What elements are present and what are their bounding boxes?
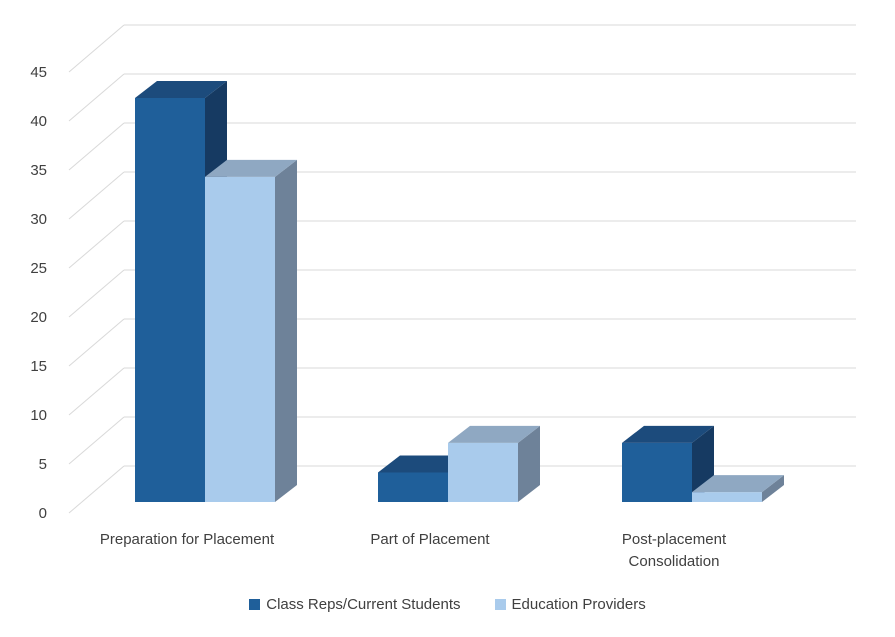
x-category-label-line: Post-placement xyxy=(622,531,727,548)
y-tick-label: 45 xyxy=(30,64,47,81)
x-category-label-line: Consolidation xyxy=(629,553,720,570)
bar-front xyxy=(692,492,762,502)
bar-2-1 xyxy=(205,159,297,502)
y-tick-label: 20 xyxy=(30,309,47,326)
bars xyxy=(135,81,784,502)
bar-front xyxy=(622,442,692,502)
grid-diagonal xyxy=(68,367,125,416)
bar-side xyxy=(762,475,784,502)
y-tick-label: 30 xyxy=(30,211,47,228)
legend-item-series-2: Education Providers xyxy=(494,596,646,613)
x-category-label: Preparation for Placement xyxy=(100,531,275,548)
grid-diagonal xyxy=(68,220,125,269)
y-tick-label: 5 xyxy=(39,456,47,473)
grid-diagonal xyxy=(68,171,125,220)
bar-top xyxy=(378,455,470,473)
x-axis-categories: Preparation for Placement Part of Placeme… xyxy=(100,531,727,570)
bar-1-2 xyxy=(378,455,470,502)
bar-top xyxy=(622,425,714,443)
bar-2-3 xyxy=(692,475,784,502)
bar-top xyxy=(135,81,227,98)
y-tick-label: 15 xyxy=(30,358,47,375)
bar-front xyxy=(135,98,205,502)
bar-side xyxy=(275,159,297,502)
bar-top xyxy=(692,475,784,493)
legend-swatch-series-2 xyxy=(494,599,506,610)
bar-top xyxy=(205,159,297,177)
bar-1-3 xyxy=(622,425,714,502)
legend-swatch-series-1 xyxy=(249,599,261,610)
grid-diagonal xyxy=(68,318,125,367)
grid-diagonal xyxy=(68,122,125,171)
legend-label-series-1: Class Reps/Current Students xyxy=(266,596,461,613)
bar-front xyxy=(448,442,518,502)
grid-diagonal xyxy=(68,24,125,73)
y-axis-ticks: 0 5 10 15 20 25 30 35 40 45 xyxy=(30,64,47,522)
legend-item-series-1: Class Reps/Current Students xyxy=(249,596,461,613)
y-tick-label: 0 xyxy=(39,505,47,522)
bar-2-2 xyxy=(448,425,540,502)
legend-label-series-2: Education Providers xyxy=(511,596,646,613)
grid-diagonal xyxy=(68,73,125,122)
bar-side xyxy=(518,425,540,502)
grid-diagonal xyxy=(68,416,125,465)
bar-front xyxy=(205,176,275,502)
bar-top xyxy=(448,425,540,443)
legend: Class Reps/Current Students Education Pr… xyxy=(0,596,895,613)
x-category-label: Post-placement Consolidation xyxy=(622,531,727,570)
x-category-label: Part of Placement xyxy=(370,531,490,548)
y-tick-label: 40 xyxy=(30,113,47,130)
x-category-label-line: Preparation for Placement xyxy=(100,531,275,548)
bar-front xyxy=(378,472,448,502)
grid-diagonal xyxy=(68,465,125,514)
y-tick-label: 25 xyxy=(30,260,47,277)
x-category-label-line: Part of Placement xyxy=(370,531,490,548)
y-tick-label: 35 xyxy=(30,162,47,179)
grid-diagonal xyxy=(68,269,125,318)
y-tick-label: 10 xyxy=(30,407,47,424)
